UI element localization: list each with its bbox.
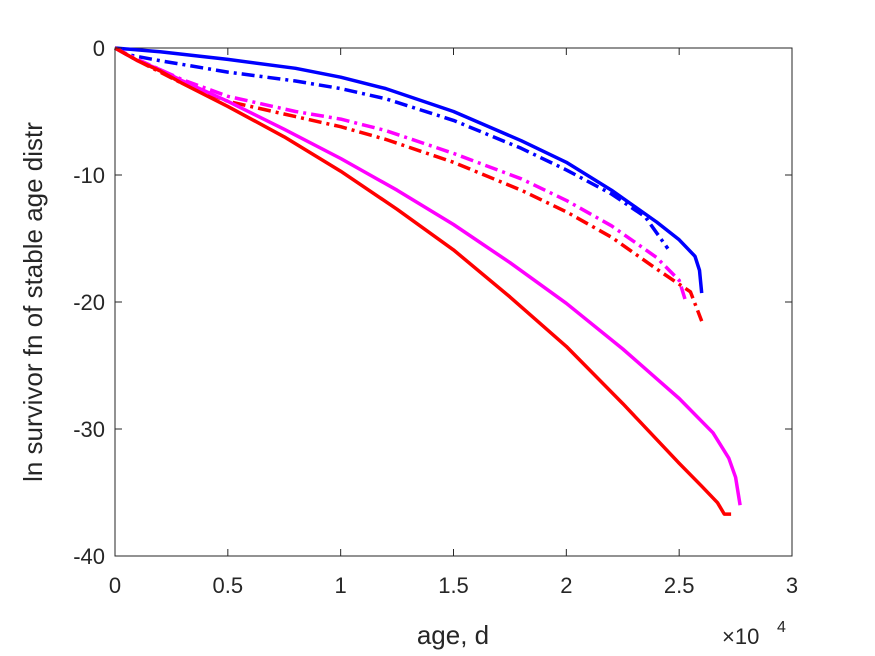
x-axis-label: age, d xyxy=(417,620,489,650)
y-tick-label: -10 xyxy=(73,163,105,188)
y-tick-label: -40 xyxy=(73,544,105,569)
x-tick-label: 2 xyxy=(560,573,572,598)
series-line-1 xyxy=(114,46,704,294)
series-layer xyxy=(114,46,742,516)
x-tick-label: 1 xyxy=(335,573,347,598)
plot-area xyxy=(114,47,793,557)
tick-layer: 0 0.5 1 1.5 2 2.5 3 0 -10 -20 -30 -40 xyxy=(73,36,798,598)
y-tick-label: -30 xyxy=(73,417,105,442)
x-tick-label: 0.5 xyxy=(213,573,244,598)
y-axis-label: ln survivor fn of stable age distr xyxy=(18,122,48,482)
x-tick-label: 0 xyxy=(109,573,121,598)
series-line-6 xyxy=(114,46,732,516)
series-line-5 xyxy=(114,46,742,506)
y-tick-label: -20 xyxy=(73,290,105,315)
x-tick-label: 1.5 xyxy=(438,573,469,598)
x-exponent-power: 4 xyxy=(777,619,786,636)
x-tick-label: 3 xyxy=(786,573,798,598)
x-exponent-base: ×10 xyxy=(722,624,759,649)
y-tick-label: 0 xyxy=(93,36,105,61)
x-tick-label: 2.5 xyxy=(664,573,695,598)
x-exponent: ×10 4 xyxy=(722,619,786,649)
series-line-2 xyxy=(114,46,670,250)
